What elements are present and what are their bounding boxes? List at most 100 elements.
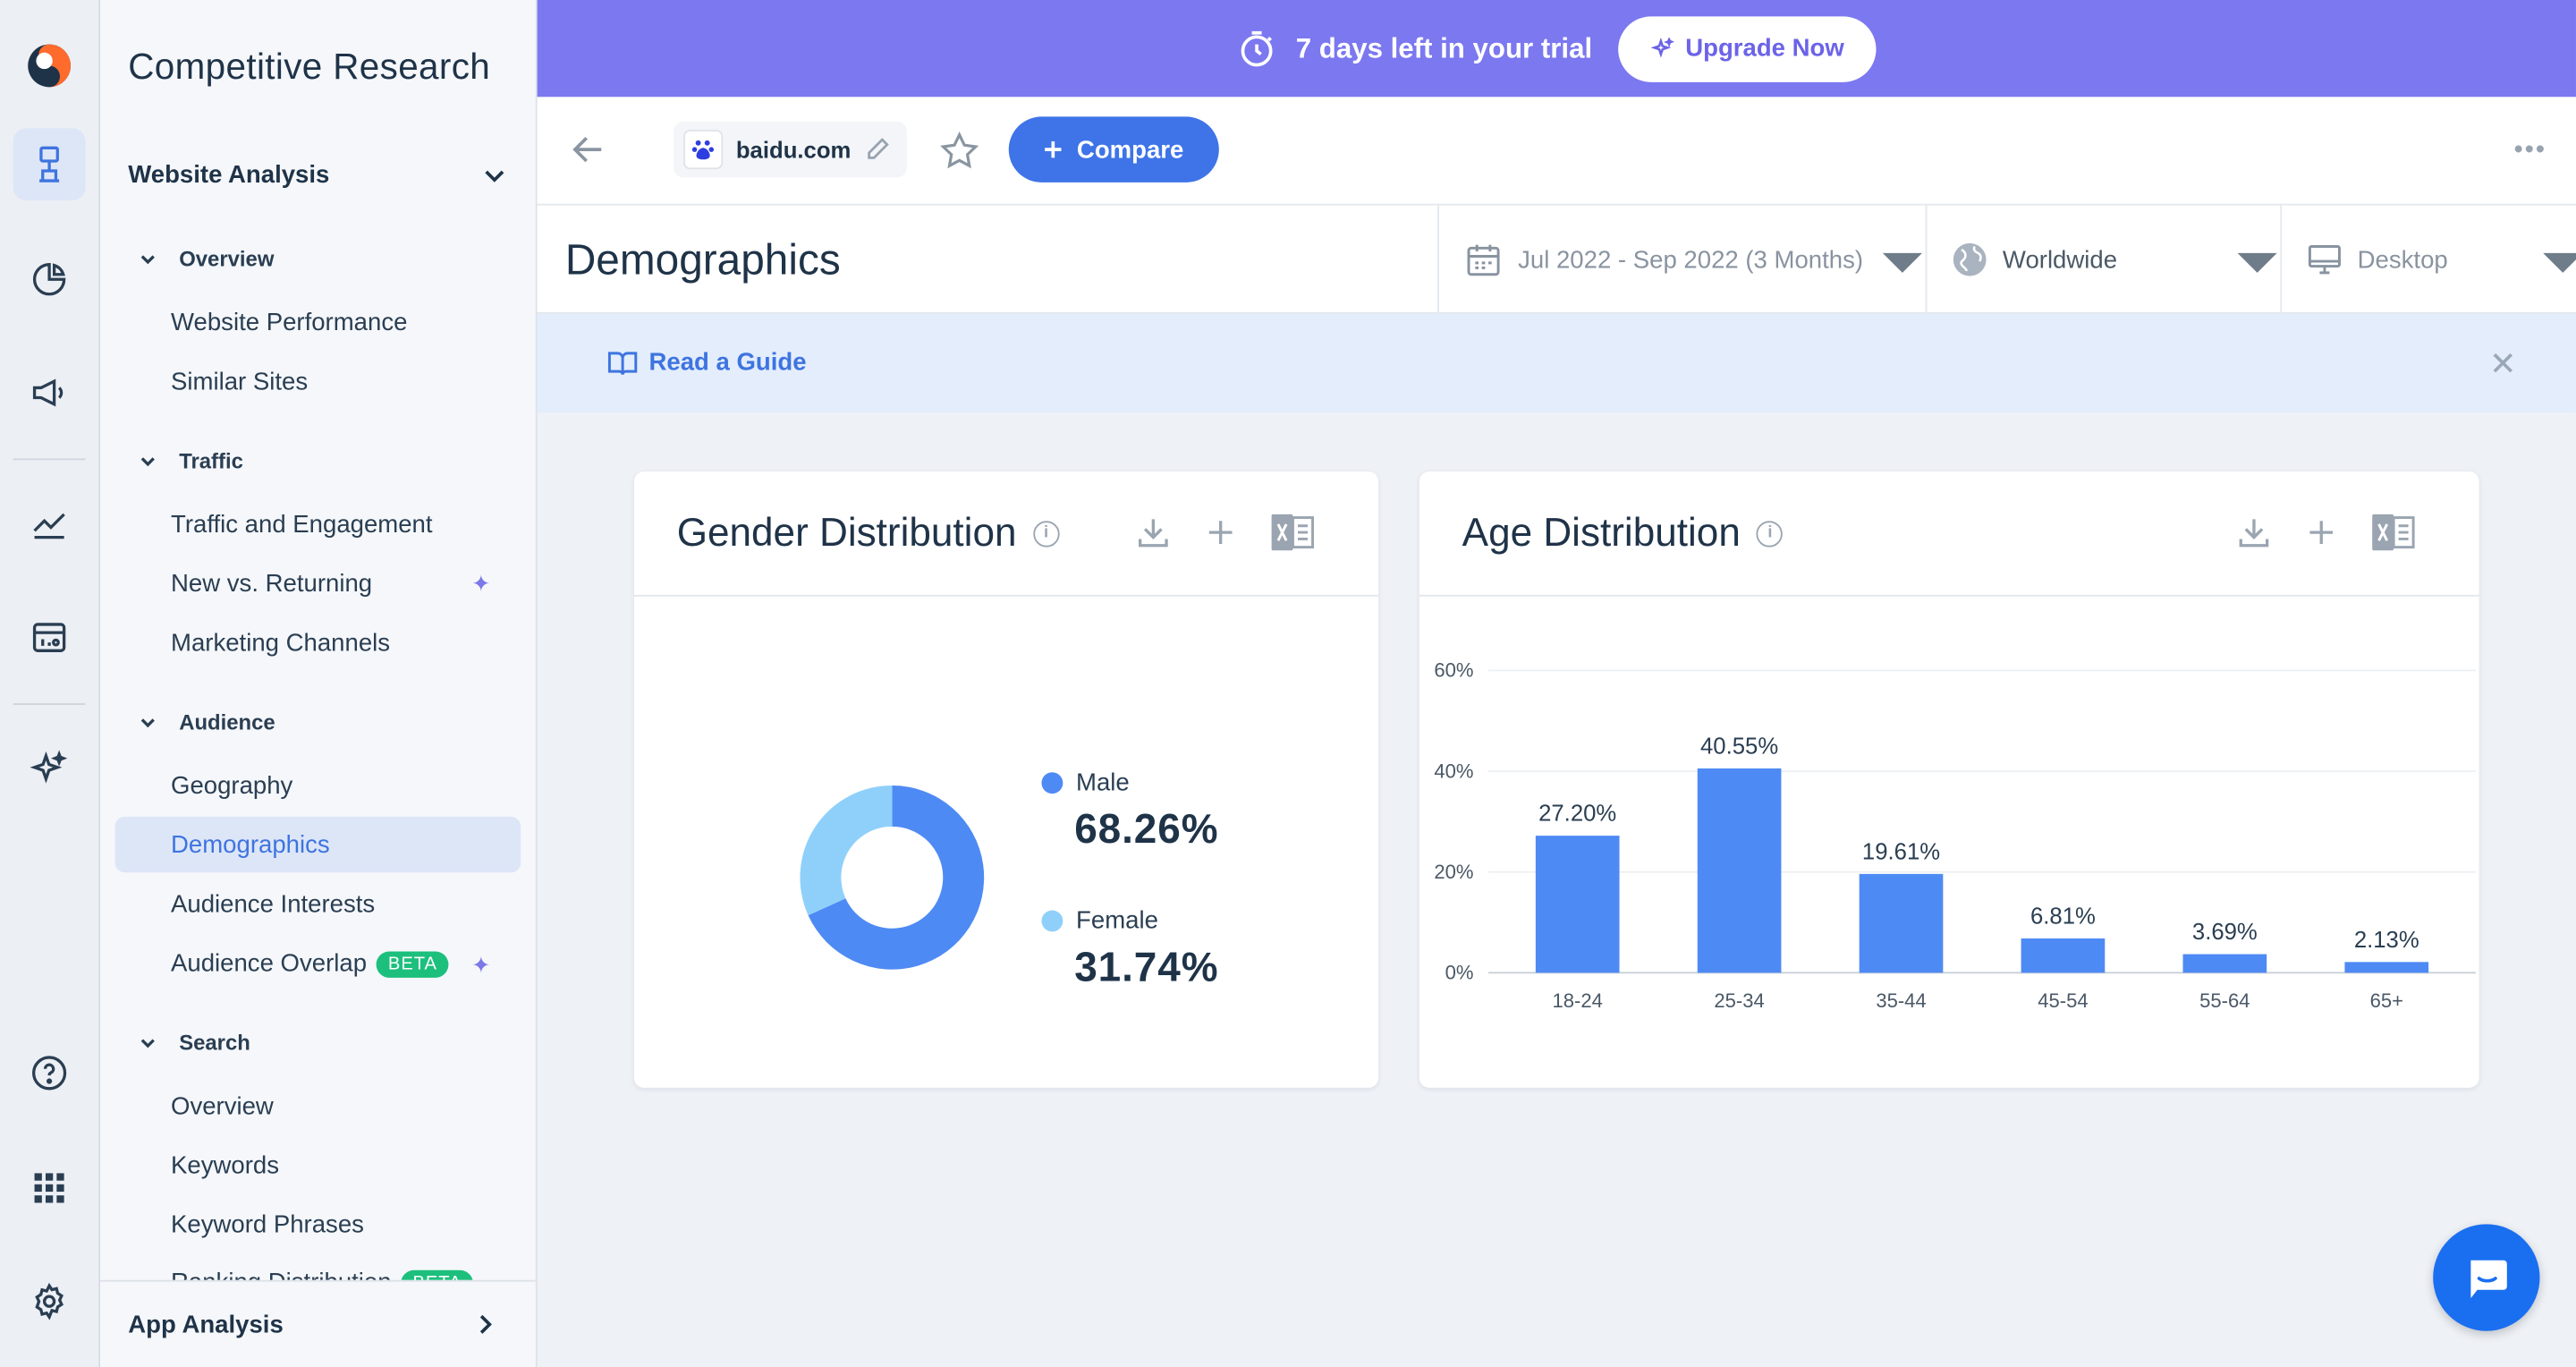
card-title: Gender Distribution: [676, 510, 1017, 555]
y-tick-label: 60%: [1434, 659, 1473, 682]
beta-badge: BETA: [377, 950, 449, 977]
trophy-icon[interactable]: [13, 128, 86, 201]
download-icon[interactable]: [1135, 514, 1171, 550]
desktop-monitor-icon: [2308, 245, 2341, 275]
female-legend-dot: [1041, 910, 1063, 932]
settings-gear-icon[interactable]: [13, 1265, 86, 1337]
x-tick-label: 18-24: [1553, 989, 1603, 1012]
page-header: Demographics Jul 2022 - Sep 2022 (3 Mont…: [537, 205, 2576, 314]
sidebar-item-new-vs-returning[interactable]: New vs. Returning: [171, 570, 373, 599]
apps-grid-icon[interactable]: [13, 1152, 86, 1225]
chat-support-button[interactable]: [2433, 1224, 2540, 1331]
back-arrow-icon[interactable]: [570, 132, 606, 176]
website-analysis-section[interactable]: Website Analysis: [128, 161, 505, 189]
similarweb-logo-icon[interactable]: [13, 30, 86, 102]
app-analysis-section[interactable]: App Analysis: [100, 1279, 536, 1367]
y-tick-label: 40%: [1434, 760, 1473, 782]
group-audience[interactable]: Audience: [140, 709, 275, 734]
bar-data-label: 6.81%: [2030, 904, 2096, 929]
bar-45-54: [2021, 938, 2106, 973]
sidebar-item-geography[interactable]: Geography: [171, 772, 293, 801]
bar-25-34: [1697, 768, 1782, 973]
region-filter[interactable]: Worldwide: [1925, 205, 2281, 314]
age-distribution-card: Age Distribution i 0% 20% 40% 60% 27.20% 18-2…: [1419, 471, 2479, 1088]
donut-slice-male: [808, 785, 985, 970]
plus-icon[interactable]: [2305, 516, 2338, 549]
group-search[interactable]: Search: [140, 1030, 250, 1056]
male-label: Male: [1076, 768, 1130, 797]
guide-bar: Read a Guide ✕: [537, 313, 2576, 413]
plus-icon[interactable]: [1204, 516, 1237, 549]
group-overview[interactable]: Overview: [140, 247, 274, 271]
domain-chip[interactable]: baidu.com: [674, 121, 907, 178]
sidebar-item-audience-interests[interactable]: Audience Interests: [171, 890, 376, 919]
sidebar-item-keywords[interactable]: Keywords: [171, 1151, 279, 1180]
group-label: Search: [179, 1030, 250, 1056]
x-tick-label: 45-54: [2038, 989, 2088, 1012]
bar-data-label: 40.55%: [1700, 734, 1778, 759]
section-label: App Analysis: [128, 1310, 284, 1338]
card-header: Gender Distribution i: [633, 471, 1378, 597]
domain-name: baidu.com: [735, 136, 852, 163]
megaphone-icon[interactable]: [13, 357, 86, 429]
trial-text: 7 days left in your trial: [1295, 31, 1593, 64]
y-tick-label: 0%: [1445, 962, 1474, 984]
gender-distribution-card: Gender Distribution i Male 68.26% Female…: [633, 471, 1378, 1088]
sidebar-item-keyword-phrases[interactable]: Keyword Phrases: [171, 1210, 364, 1239]
device-text: Desktop: [2357, 245, 2448, 274]
gender-donut-chart: [800, 785, 985, 970]
nav-title: Competitive Research: [128, 46, 491, 88]
calendar-icon: [1467, 244, 1500, 276]
male-legend-dot: [1041, 772, 1063, 794]
legend-female: Female 31.74%: [1041, 907, 1218, 993]
info-icon[interactable]: i: [1032, 520, 1060, 547]
sidebar-item-demographics[interactable]: Demographics: [114, 816, 521, 873]
toolbar: baidu.com Compare •••: [537, 97, 2576, 206]
more-options-icon[interactable]: •••: [2513, 136, 2546, 165]
item-label: Audience Overlap: [171, 949, 368, 978]
upgrade-now-button[interactable]: Upgrade Now: [1618, 15, 1877, 81]
group-label: Traffic: [179, 448, 243, 473]
age-bar-chart: 0% 20% 40% 60% 27.20% 18-24 40.55% 25-34 19.61% 3…: [1434, 659, 2476, 1012]
x-tick-label: 25-34: [1714, 989, 1764, 1012]
pie-chart-icon[interactable]: [13, 243, 86, 316]
trial-banner: 7 days left in your trial Upgrade Now: [537, 0, 2576, 98]
download-icon[interactable]: [2236, 514, 2272, 550]
date-range-filter[interactable]: Jul 2022 - Sep 2022 (3 Months): [1437, 205, 1925, 314]
sparkle-ai-icon[interactable]: [13, 733, 86, 805]
trend-chart-icon[interactable]: [13, 487, 86, 559]
sparkle-icon: [1650, 37, 1674, 57]
bar-data-label: 19.61%: [1862, 839, 1940, 864]
sidebar-item-marketing-channels[interactable]: Marketing Channels: [171, 629, 391, 658]
excel-export-icon[interactable]: [2370, 511, 2416, 554]
card-tools: [2236, 511, 2417, 554]
star-favorite-icon[interactable]: [938, 130, 981, 181]
chevron-down-icon: [140, 456, 155, 466]
edit-pencil-icon[interactable]: [864, 136, 890, 162]
sparkle-icon: ✦: [471, 951, 491, 978]
sidebar-nav: Competitive Research Website Analysis Ov…: [100, 0, 538, 1367]
dashboard-icon[interactable]: [13, 601, 86, 674]
card-title: Age Distribution: [1462, 510, 1741, 555]
sidebar-item-search-overview[interactable]: Overview: [171, 1092, 274, 1121]
read-guide-link[interactable]: Read a Guide: [607, 348, 807, 377]
caret-down-icon: [1882, 252, 1922, 273]
device-filter[interactable]: Desktop: [2280, 205, 2576, 314]
globe-icon: [1953, 242, 1987, 276]
sidebar-item-audience-overlap[interactable]: Audience Overlap BETA: [171, 950, 449, 978]
sidebar-item-similar-sites[interactable]: Similar Sites: [171, 368, 309, 396]
bar-data-label: 3.69%: [2192, 920, 2258, 945]
sidebar-item-traffic-engagement[interactable]: Traffic and Engagement: [171, 511, 433, 539]
compare-button[interactable]: Compare: [1008, 116, 1219, 183]
help-icon[interactable]: [13, 1037, 86, 1109]
sidebar-item-website-performance[interactable]: Website Performance: [171, 309, 408, 337]
group-traffic[interactable]: Traffic: [140, 448, 243, 473]
page-title: Demographics: [564, 234, 841, 284]
close-icon[interactable]: ✕: [2489, 346, 2517, 383]
x-tick-label: 65+: [2370, 989, 2403, 1012]
bar-35-44: [1859, 873, 1944, 973]
timer-icon: [1241, 30, 1273, 66]
female-label: Female: [1076, 906, 1158, 936]
excel-export-icon[interactable]: [1270, 511, 1316, 554]
info-icon[interactable]: i: [1757, 520, 1784, 547]
